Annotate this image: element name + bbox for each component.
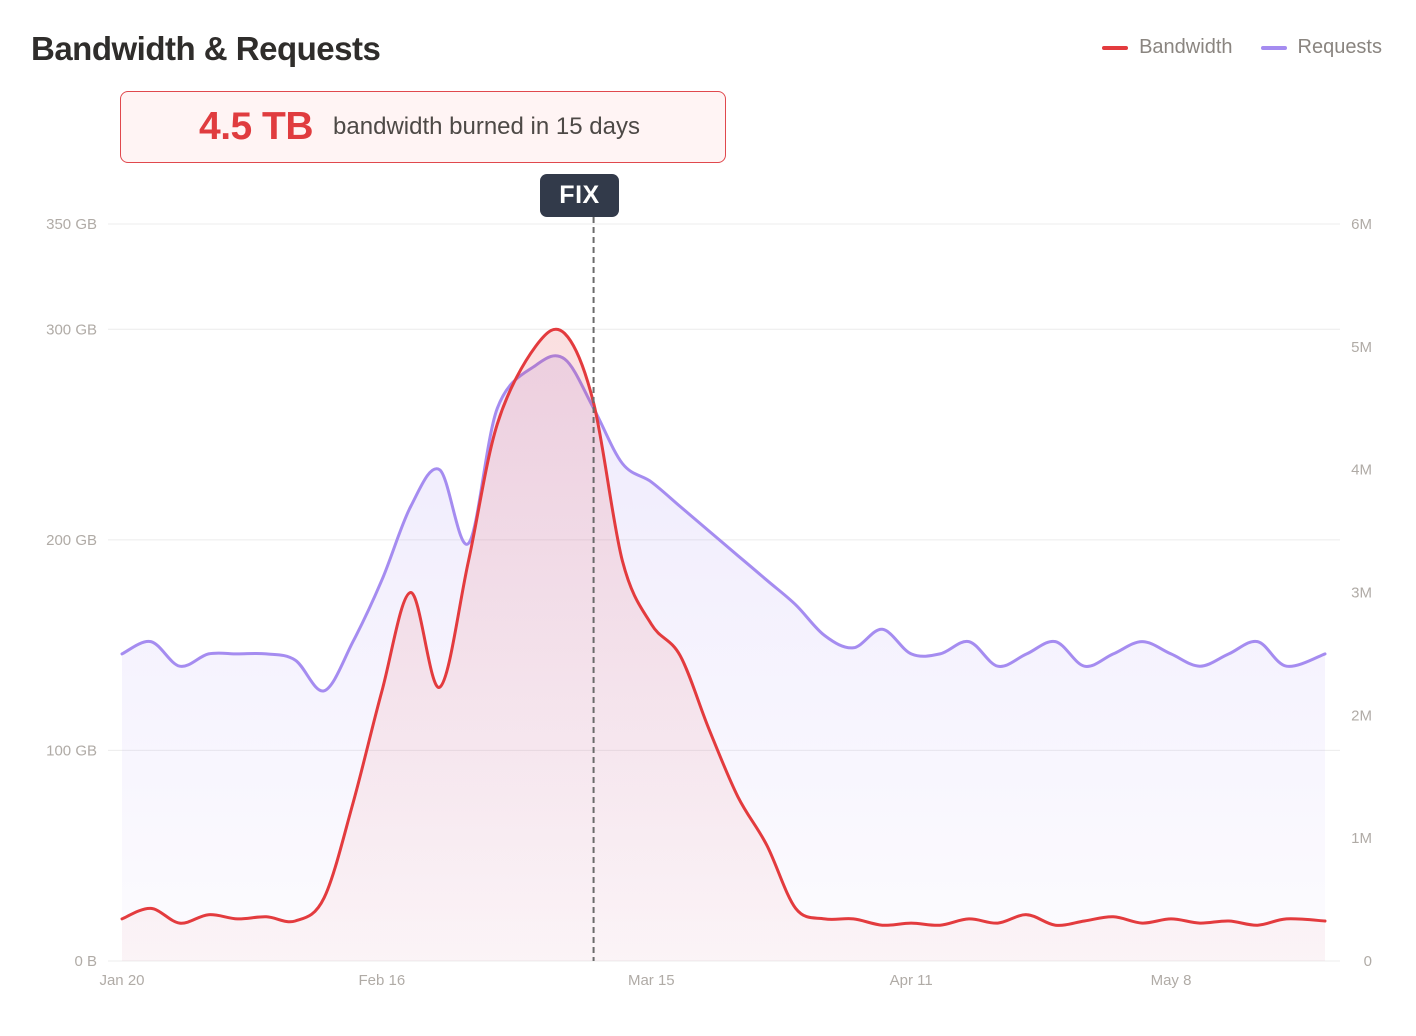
y-left-tick-label: 0 B	[74, 953, 97, 970]
x-tick-label: Jan 20	[99, 972, 144, 989]
legend-label-bandwidth: Bandwidth	[1139, 36, 1233, 58]
x-tick-label: Feb 16	[358, 972, 405, 989]
y-right-tick-label: 1M	[1351, 830, 1372, 847]
x-tick-label: Mar 15	[628, 972, 675, 989]
callout-value: 4.5 TB	[199, 105, 314, 148]
callout-text: bandwidth burned in 15 days	[333, 113, 640, 140]
bandwidth-area	[122, 329, 1325, 961]
y-left-tick-label: 200 GB	[46, 532, 97, 549]
y-right-tick-label: 4M	[1351, 462, 1372, 479]
y-right-tick-label: 2M	[1351, 707, 1372, 724]
legend-label-requests: Requests	[1297, 36, 1383, 58]
y-right-tick-label: 5M	[1351, 339, 1372, 356]
y-left-tick-label: 350 GB	[46, 216, 97, 233]
y-right-tick-label: 0	[1364, 953, 1372, 970]
x-tick-label: May 8	[1151, 972, 1192, 989]
chart-title: Bandwidth & Requests	[31, 30, 381, 67]
legend-swatch-bandwidth	[1102, 45, 1129, 50]
bandwidth-callout: 4.5 TB bandwidth burned in 15 days	[120, 91, 726, 163]
y-left-tick-label: 300 GB	[46, 321, 97, 338]
requests-series-line[interactable]	[120, 354, 1327, 693]
bandwidth-series-line[interactable]	[120, 327, 1327, 927]
y-right-tick-label: 3M	[1351, 585, 1372, 602]
legend-item-bandwidth[interactable]: Bandwidth	[1102, 36, 1233, 59]
fix-annotation-label: FIX	[540, 174, 619, 217]
y-right-tick-label: 6M	[1351, 216, 1372, 233]
legend-item-requests[interactable]: Requests	[1260, 36, 1383, 59]
chart-legend: Bandwidth Requests	[1102, 36, 1382, 59]
x-tick-label: Apr 11	[890, 972, 933, 989]
legend-swatch-requests	[1260, 45, 1287, 50]
y-left-tick-label: 100 GB	[46, 742, 97, 759]
